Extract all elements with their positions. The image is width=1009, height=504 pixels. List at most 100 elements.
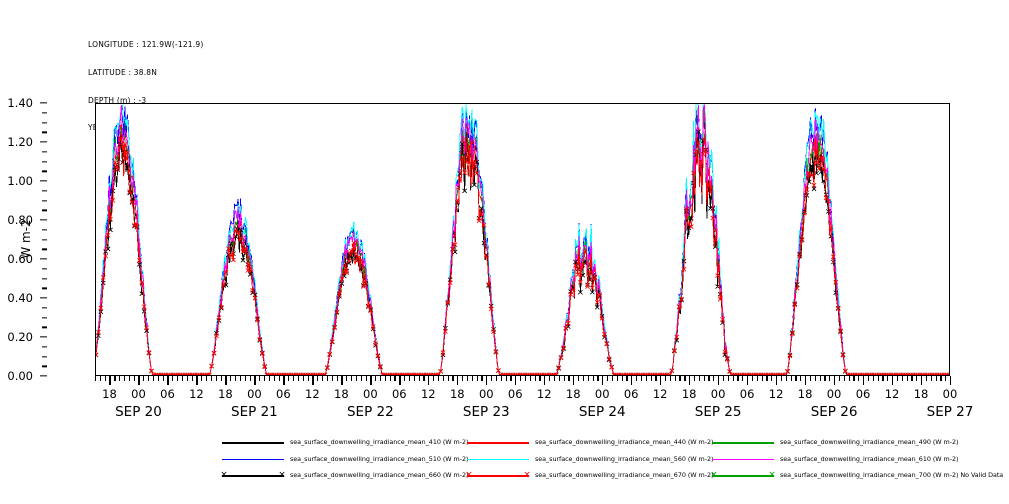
x-hour-label: 00: [363, 387, 378, 401]
x-tick-major: [689, 376, 691, 385]
legend-color-swatch: [222, 475, 284, 477]
legend-color-swatch: [222, 458, 284, 461]
x-tick-minor: [829, 376, 831, 381]
y-tick-minor: [42, 229, 47, 231]
x-tick-major: [428, 376, 430, 385]
x-tick-minor: [751, 376, 754, 381]
x-hour-label: 12: [189, 387, 204, 401]
x-tick-minor: [95, 376, 97, 381]
legend-label: sea_surface_downwelling_irradiance_mean_…: [535, 454, 714, 463]
x-tick-minor: [278, 376, 280, 381]
x-tick-minor: [780, 376, 783, 381]
y-tick-minor: [42, 287, 47, 289]
depth-text: DEPTH (m) : -3: [88, 95, 147, 105]
x-tick-minor: [351, 376, 353, 381]
x-tick-minor: [814, 376, 816, 381]
y-tick-minor: [42, 307, 47, 309]
y-tick-major: [40, 297, 47, 299]
x-tick-minor: [867, 376, 870, 381]
x-tick-minor: [940, 376, 942, 381]
y-tick-label: 1.40: [7, 96, 33, 110]
x-tick-minor: [220, 376, 222, 381]
y-tick-minor: [42, 365, 47, 367]
x-tick-minor: [181, 376, 184, 381]
x-tick-minor: [906, 376, 908, 381]
x-tick-major: [776, 376, 778, 385]
x-tick-major: [631, 376, 633, 385]
x-tick-major: [950, 376, 952, 385]
x-tick-minor: [302, 376, 304, 381]
x-tick-minor: [737, 376, 739, 381]
x-hour-label: 12: [652, 387, 668, 401]
x-hour-label: 18: [334, 387, 349, 401]
legend-color-swatch: [467, 475, 529, 477]
x-tick-major: [167, 376, 169, 385]
x-tick-minor: [491, 376, 493, 381]
x-tick-minor: [462, 376, 464, 381]
x-tick-minor: [872, 376, 874, 381]
x-tick-minor: [447, 376, 449, 381]
x-tick-minor: [442, 376, 444, 381]
legend-label: sea_surface_downwelling_irradiance_mean_…: [780, 454, 959, 463]
x-hour-label: 06: [623, 387, 639, 401]
y-tick-minor: [42, 190, 47, 192]
x-tick-major: [602, 376, 604, 385]
x-tick-major: [196, 376, 198, 385]
x-tick-minor: [520, 376, 522, 381]
x-tick-major: [660, 376, 662, 385]
x-tick-minor: [157, 376, 159, 381]
x-tick-minor: [703, 376, 705, 381]
x-tick-minor: [215, 376, 217, 381]
x-tick-minor: [930, 376, 932, 381]
x-tick-minor: [553, 376, 556, 381]
y-tick-minor: [42, 248, 47, 250]
legend-label: sea_surface_downwelling_irradiance_mean_…: [535, 438, 714, 446]
x-tick-minor: [621, 376, 623, 381]
x-tick-minor: [162, 376, 164, 381]
series-line: [96, 104, 949, 375]
x-tick-minor: [114, 376, 116, 381]
y-tick-minor: [42, 346, 47, 348]
x-tick-minor: [582, 376, 585, 381]
legend-label: sea_surface_downwelling_irradiance_mean_…: [780, 438, 959, 446]
series-660: [96, 129, 949, 375]
legend-color-swatch: [712, 475, 774, 477]
x-tick-minor: [877, 376, 879, 381]
x-tick-minor: [645, 376, 647, 381]
x-tick-minor: [172, 376, 174, 381]
x-tick-minor: [722, 376, 725, 381]
x-tick-minor: [177, 376, 179, 381]
x-tick-major: [138, 376, 140, 385]
x-tick-minor: [563, 376, 565, 381]
x-tick-minor: [539, 376, 541, 381]
x-tick-minor: [529, 376, 531, 381]
y-tick-label: 0.20: [7, 330, 33, 344]
x-tick-minor: [848, 376, 850, 381]
x-tick-minor: [809, 376, 812, 381]
y-tick-minor: [42, 316, 47, 319]
x-hour-label: 00: [478, 387, 494, 401]
x-tick-minor: [244, 376, 246, 381]
legend-label: sea_surface_downwelling_irradiance_mean_…: [535, 471, 714, 479]
x-tick-minor: [824, 376, 826, 381]
x-tick-minor: [925, 376, 928, 381]
x-hour-label: 12: [536, 387, 552, 401]
x-tick-minor: [119, 376, 121, 381]
x-tick-minor: [389, 376, 391, 381]
x-tick-minor: [307, 376, 309, 381]
x-tick-minor: [433, 376, 435, 381]
x-hour-label: 06: [507, 387, 523, 401]
x-tick-minor: [365, 376, 367, 381]
x-tick-minor: [133, 376, 135, 381]
x-tick-minor: [911, 376, 913, 381]
y-tick-minor: [42, 199, 47, 202]
x-day-label: SEP 24: [578, 404, 626, 420]
x-tick-minor: [394, 376, 396, 381]
x-tick-minor: [838, 376, 841, 381]
x-tick-minor: [795, 376, 797, 381]
x-tick-major: [283, 376, 285, 385]
legend-label: sea_surface_downwelling_irradiance_mean_…: [290, 454, 469, 463]
x-hour-label: 00: [594, 387, 610, 401]
x-tick-minor: [143, 376, 145, 381]
x-tick-minor: [626, 376, 628, 381]
